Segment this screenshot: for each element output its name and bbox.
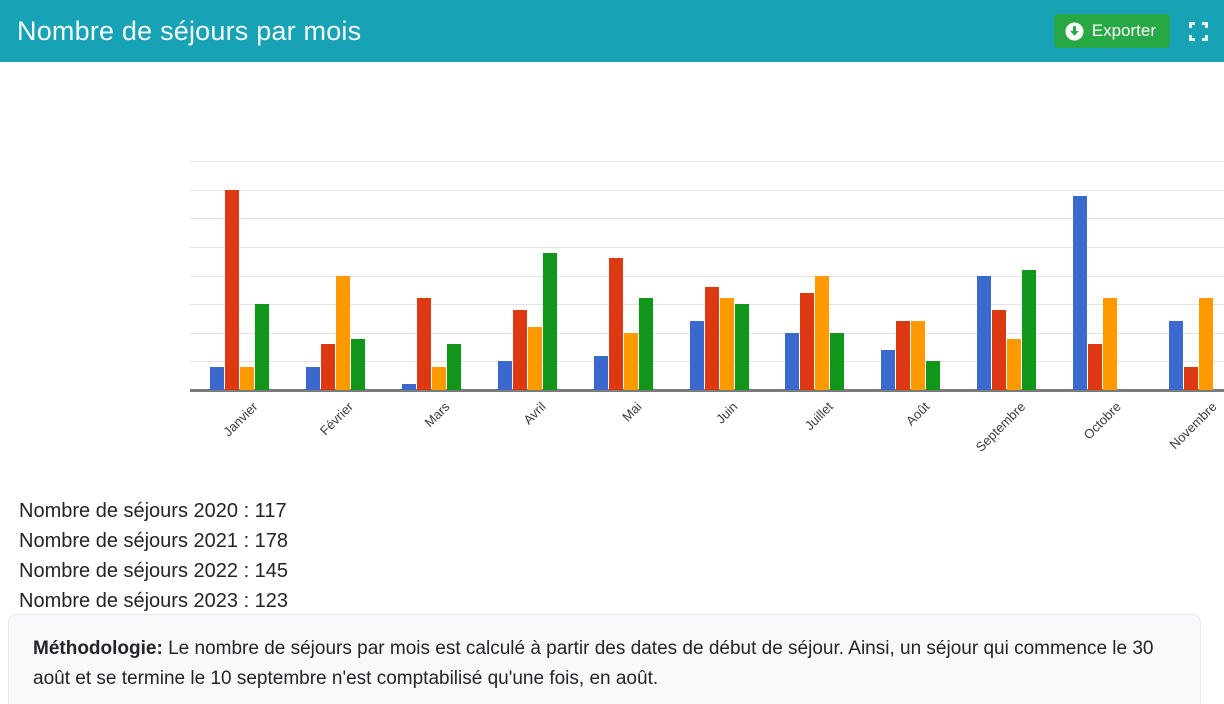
x-axis-label-mai: Mai [618, 399, 645, 425]
bar-chart: Janvier Février Mars Avril Mai Juin Juillet Aoû… [190, 161, 1224, 455]
bar-2021-août[interactable] [896, 321, 911, 390]
bar-2023-juin[interactable] [734, 304, 749, 390]
bar-2021-mars[interactable] [416, 298, 431, 390]
bar-2021-juin[interactable] [704, 287, 719, 390]
bar-2023-mai[interactable] [638, 298, 653, 390]
bar-2021-avril[interactable] [512, 309, 527, 390]
x-axis-label-mars: Mars [421, 399, 453, 431]
bar-2023-avril[interactable] [542, 252, 557, 390]
bar-2021-novembre[interactable] [1184, 367, 1198, 390]
x-axis-line [190, 389, 1224, 392]
bar-2021-septembre[interactable] [992, 309, 1007, 390]
bar-2020-septembre[interactable] [977, 275, 992, 390]
bar-2022-août[interactable] [911, 321, 926, 390]
bar-2021-juillet[interactable] [800, 292, 815, 390]
x-axis-label-février: Février [317, 399, 357, 439]
methodology-note: Méthodologie: Le nombre de séjours par m… [8, 614, 1201, 704]
bar-2020-février[interactable] [305, 367, 320, 390]
export-button[interactable]: Exporter [1053, 14, 1170, 48]
yearly-totals: Nombre de séjours 2020 : 117 Nombre de s… [19, 496, 288, 616]
bar-2022-mai[interactable] [623, 332, 638, 390]
bar-2023-mars[interactable] [446, 344, 461, 390]
bar-2023-juillet[interactable] [830, 332, 845, 390]
bar-2020-mars[interactable] [401, 384, 416, 390]
bar-2022-février[interactable] [335, 275, 350, 390]
methodology-text: Le nombre de séjours par mois est calcul… [33, 638, 1154, 689]
bar-2021-février[interactable] [320, 344, 335, 390]
bar-2022-juillet[interactable] [815, 275, 830, 390]
header-actions: Exporter [1053, 0, 1210, 62]
bar-2022-janvier[interactable] [240, 367, 254, 390]
bar-2020-avril[interactable] [497, 361, 512, 390]
total-2022: Nombre de séjours 2022 : 145 [19, 560, 289, 582]
bar-2023-janvier[interactable] [255, 304, 269, 390]
panel-header: Nombre de séjours par mois Exporter [0, 0, 1224, 62]
x-axis-label-avril: Avril [519, 399, 549, 428]
bar-2022-avril[interactable] [527, 327, 542, 390]
export-button-label: Exporter [1091, 21, 1156, 40]
fullscreen-button[interactable] [1186, 19, 1210, 43]
x-axis-label-août: Août [902, 399, 932, 429]
bar-2020-janvier[interactable] [210, 367, 224, 390]
bar-2023-février[interactable] [350, 338, 365, 390]
page-title: Nombre de séjours par mois [17, 15, 362, 46]
total-2021: Nombre de séjours 2021 : 178 [19, 530, 289, 552]
gridline [190, 189, 1224, 191]
bar-2022-septembre[interactable] [1007, 338, 1022, 390]
bar-2020-octobre[interactable] [1073, 195, 1088, 390]
total-2023: Nombre de séjours 2023 : 123 [19, 590, 289, 612]
bar-2020-juin[interactable] [689, 321, 704, 390]
expand-icon [1188, 21, 1208, 41]
bar-2021-mai[interactable] [608, 258, 623, 390]
x-axis-label-septembre: Septembre [972, 399, 1028, 455]
bar-2022-octobre[interactable] [1103, 298, 1118, 390]
bar-2020-novembre[interactable] [1169, 321, 1183, 390]
gridline [190, 247, 1224, 248]
gridline [190, 275, 1224, 277]
bar-2022-juin[interactable] [719, 298, 734, 390]
gridline [190, 218, 1224, 220]
x-axis-label-octobre: Octobre [1080, 399, 1124, 443]
bar-2022-novembre[interactable] [1199, 298, 1213, 390]
total-2020: Nombre de séjours 2020 : 117 [19, 500, 287, 522]
bar-2023-septembre[interactable] [1022, 269, 1037, 390]
circle-arrow-down-icon [1065, 21, 1084, 41]
bar-2020-juillet[interactable] [785, 332, 800, 390]
methodology-label: Méthodologie: [33, 638, 163, 659]
x-axis-label-juin: Juin [712, 399, 741, 427]
bar-2022-mars[interactable] [431, 367, 446, 390]
bar-2021-octobre[interactable] [1088, 344, 1103, 390]
x-axis-label-juillet: Juillet [801, 399, 837, 434]
bar-2020-août[interactable] [881, 349, 896, 390]
x-axis-label-janvier: Janvier [220, 399, 261, 440]
x-axis-label-novembre: Novembre [1166, 399, 1220, 453]
bar-2023-août[interactable] [926, 361, 941, 390]
bar-2020-mai[interactable] [593, 355, 608, 390]
bar-2021-janvier[interactable] [225, 189, 239, 390]
gridline [190, 161, 1224, 163]
